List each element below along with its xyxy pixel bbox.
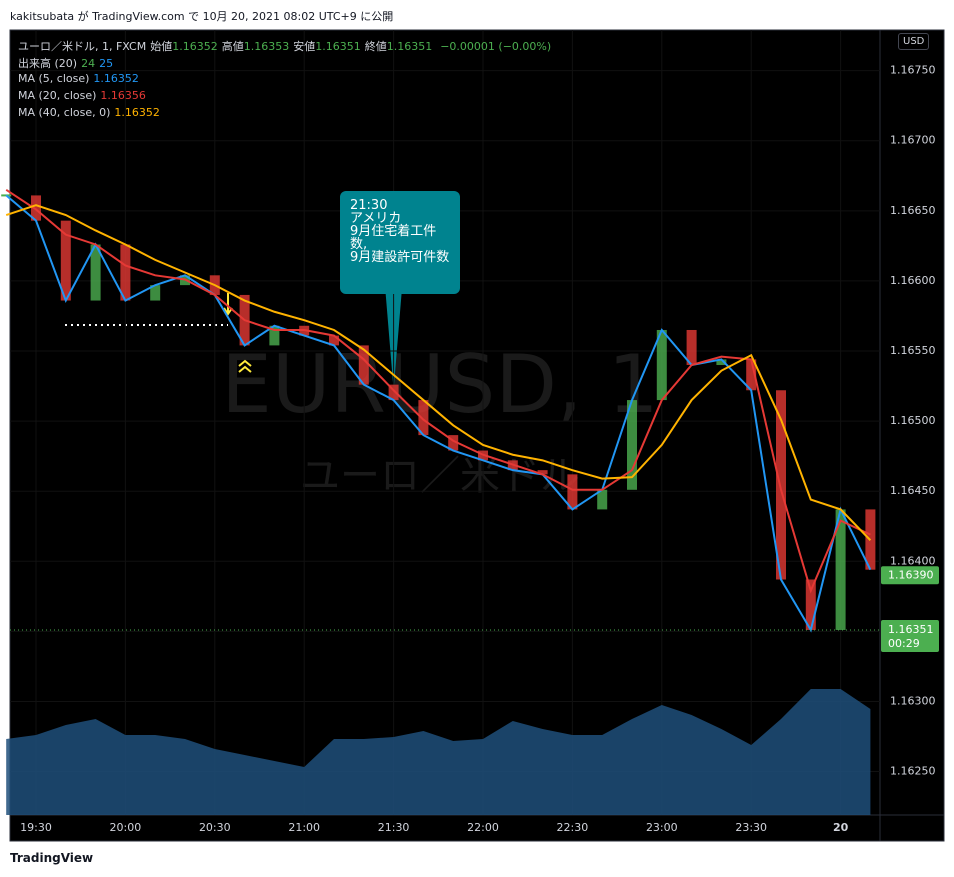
- watermark: EURUSD, 1: [221, 338, 658, 431]
- y-tick-label: 1.16300: [890, 694, 936, 707]
- volume-value: 25: [99, 57, 114, 70]
- x-tick-label: 23:30: [735, 821, 767, 834]
- ma-name: MA (5, close): [18, 72, 90, 85]
- x-tick-label: 22:00: [467, 821, 499, 834]
- y-tick-label: 1.16550: [890, 344, 936, 357]
- y-tick-label: 1.16750: [890, 64, 936, 77]
- candle: [537, 470, 548, 475]
- x-tick-label: 20: [833, 821, 849, 834]
- legend-volume: 出来高 (20) 24 25: [18, 55, 117, 71]
- volume-area: [6, 689, 871, 815]
- up-chevron: [238, 359, 252, 373]
- x-tick-label: 19:30: [20, 821, 52, 834]
- current-price-label: 1.16351: [888, 623, 934, 636]
- candle: [597, 489, 608, 510]
- candle: [656, 329, 667, 401]
- ohlc-value: 1.16353: [243, 40, 290, 53]
- candle: [567, 474, 578, 510]
- symbol: ユーロ／米ドル, 1, FXCM: [18, 40, 147, 53]
- ma-value: 1.16352: [114, 106, 160, 119]
- candle: [448, 435, 459, 451]
- chart-frame: [9, 29, 945, 842]
- x-tick-label: 23:00: [646, 821, 678, 834]
- countdown: 00:29: [888, 637, 920, 650]
- y-tick-label: 1.16400: [890, 554, 936, 567]
- ohlc-label: 終値: [364, 40, 387, 53]
- y-tick-label: 1.16450: [890, 484, 936, 497]
- footer-logo: TradingView: [10, 851, 94, 865]
- x-tick-label: 21:30: [378, 821, 410, 834]
- last-price-box: [881, 566, 939, 585]
- legend-ma: MA (40, close, 0) 1.16352: [18, 106, 164, 119]
- candle: [805, 579, 816, 630]
- ma-value: 1.16356: [100, 89, 146, 102]
- candle: [60, 220, 71, 301]
- candle: [329, 335, 339, 346]
- candle: [150, 285, 161, 301]
- callout-line: アメリカ: [350, 211, 402, 226]
- candle: [31, 195, 41, 221]
- ma-value: 1.16352: [93, 72, 139, 85]
- y-tick-label: 1.16250: [890, 765, 936, 778]
- down-arrow: [223, 293, 233, 316]
- ma-line: [5, 204, 872, 541]
- ohlc-value: 1.16351: [315, 40, 361, 53]
- legend-ma: MA (20, close) 1.16356: [18, 89, 150, 102]
- last-price-label: 1.16390: [888, 568, 934, 581]
- candle: [776, 390, 786, 580]
- x-tick-label: 21:00: [288, 821, 320, 834]
- ma-name: MA (40, close, 0): [18, 106, 111, 119]
- candle: [269, 325, 280, 346]
- y-tick-label: 1.16600: [890, 274, 936, 287]
- ma-line: [5, 194, 872, 633]
- volume-value: 24: [81, 57, 96, 70]
- y-tick-label: 1.16700: [890, 134, 936, 147]
- ohlc-value: 1.16352: [172, 40, 218, 53]
- current-price-box: [881, 619, 939, 652]
- y-tick-label: 1.16500: [890, 414, 936, 427]
- candle: [418, 400, 429, 436]
- ohlc-label: 安値: [293, 40, 316, 53]
- x-tick-label: 20:00: [110, 821, 142, 834]
- candle: [120, 244, 131, 301]
- callout-line: 9月住宅着工件数,: [350, 224, 437, 252]
- ma-name: MA (20, close): [18, 89, 97, 102]
- x-tick-label: 22:30: [557, 821, 589, 834]
- change: −0.00001 (−0.00%): [440, 40, 552, 53]
- x-tick-label: 20:30: [199, 821, 231, 834]
- header: kakitsubata が TradingView.com で 10月 20, …: [10, 10, 394, 23]
- candle: [835, 509, 846, 630]
- candle: [746, 359, 757, 391]
- candle: [686, 329, 697, 366]
- candle: [388, 384, 399, 401]
- candle: [716, 359, 727, 366]
- callout: 21:30 アメリカ 9月住宅着工件数, 9月建設許可件数: [340, 191, 460, 294]
- y-tick-label: 1.16650: [890, 204, 936, 217]
- candle: [358, 345, 369, 385]
- ohlc-value: 1.16351: [386, 40, 433, 53]
- callout-time: 21:30: [350, 198, 388, 213]
- ma-line: [5, 188, 871, 594]
- ohlc-label: 始値: [150, 40, 173, 53]
- ohlc-label: 高値: [221, 40, 244, 53]
- legend-ma: MA (5, close) 1.16352: [18, 72, 143, 85]
- legend-main: ユーロ／米ドル, 1, FXCM 始値1.16352 高値1.16353 安値1.16…: [18, 38, 555, 54]
- currency-button[interactable]: USD: [898, 33, 930, 50]
- callout-line: 9月建設許可件数: [350, 250, 450, 265]
- volume-name: 出来高 (20): [18, 57, 78, 70]
- candle: [627, 400, 637, 490]
- candle: [90, 244, 101, 301]
